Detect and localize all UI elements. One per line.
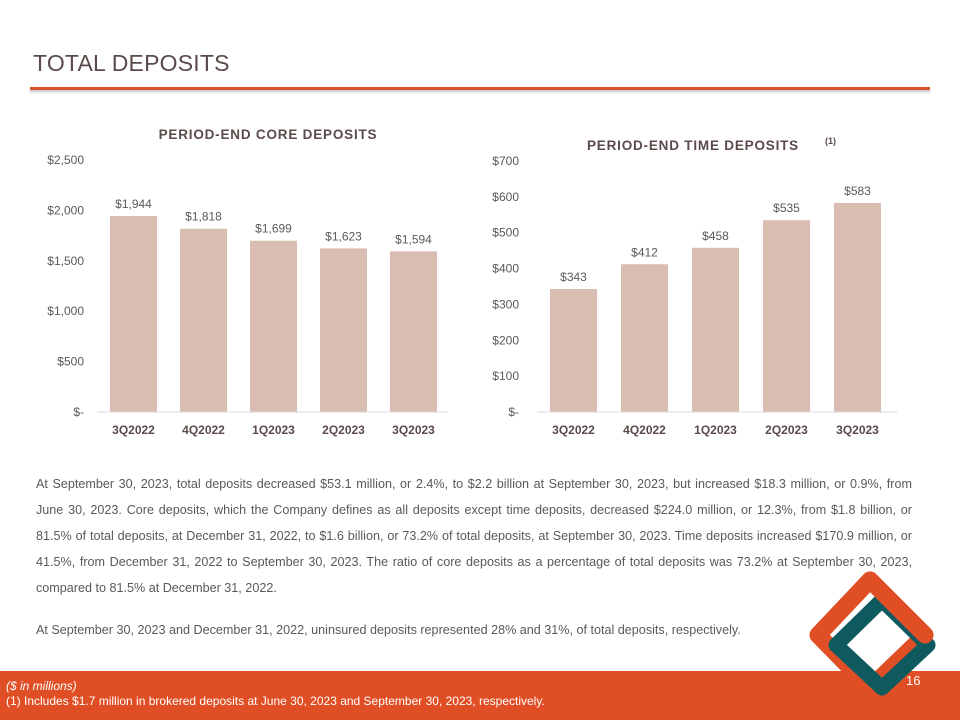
bar [834, 202, 881, 412]
bar [250, 240, 297, 412]
x-tick-label: 3Q2023 [392, 423, 435, 437]
data-label: $412 [631, 245, 658, 259]
x-tick-label: 3Q2022 [112, 423, 155, 437]
y-tick-label: $500 [492, 226, 519, 240]
data-label: $1,623 [325, 229, 362, 243]
deposits-summary-paragraph: At September 30, 2023, total deposits de… [36, 477, 912, 595]
diamond-logo-icon [809, 571, 936, 697]
y-tick-label: $200 [492, 333, 519, 347]
y-tick-label: $- [73, 405, 84, 419]
bar [390, 251, 437, 412]
footnote: (1) Includes $1.7 million in brokered de… [6, 694, 545, 708]
core-deposits-chart: PERIOD-END CORE DEPOSITS $- $500 $1,000 $1,5… [47, 127, 448, 437]
data-label: $535 [773, 201, 800, 215]
data-label: $1,944 [115, 197, 152, 211]
x-tick-label: 1Q2023 [694, 423, 737, 437]
y-tick-label: $400 [492, 262, 519, 276]
x-tick-label: 2Q2023 [765, 423, 808, 437]
chart-title: PERIOD-END TIME DEPOSITS [587, 138, 799, 153]
y-tick-label: $2,500 [47, 153, 84, 167]
chart-title: PERIOD-END CORE DEPOSITS [159, 127, 378, 142]
y-tick-label: $300 [492, 297, 519, 311]
y-tick-label: $1,000 [47, 304, 84, 318]
x-tick-label: 2Q2023 [322, 423, 365, 437]
y-tick-label: $500 [57, 355, 84, 369]
bar [110, 216, 157, 412]
bar [621, 264, 668, 412]
x-tick-label: 4Q2022 [623, 423, 666, 437]
page-title: TOTAL DEPOSITS [33, 50, 230, 76]
data-label: $1,818 [185, 210, 222, 224]
page-number: 16 [906, 673, 921, 688]
bar [692, 247, 739, 412]
y-tick-label: $700 [492, 154, 519, 168]
footer-bar: ($ in millions) (1) Includes $1.7 millio… [0, 671, 960, 720]
y-tick-label: $2,000 [47, 203, 84, 217]
y-tick-label: $100 [492, 369, 519, 383]
x-tick-label: 1Q2023 [252, 423, 295, 437]
data-label: $458 [702, 229, 729, 243]
uninsured-deposits-paragraph: At September 30, 2023 and December 31, 2… [36, 623, 741, 637]
units-note: ($ in millions) [6, 679, 77, 693]
chart-title-superscript: (1) [825, 136, 836, 146]
y-tick-label: $1,500 [47, 254, 84, 268]
title-divider [30, 87, 930, 90]
y-tick-label: $- [508, 405, 519, 419]
data-label: $1,699 [255, 222, 292, 236]
bar [320, 248, 367, 412]
bar [550, 289, 597, 412]
data-label: $1,594 [395, 232, 432, 246]
data-label: $343 [560, 270, 587, 284]
x-tick-label: 3Q2022 [552, 423, 595, 437]
x-tick-label: 4Q2022 [182, 423, 225, 437]
bar [763, 220, 810, 412]
bar [180, 228, 227, 412]
x-tick-label: 3Q2023 [836, 423, 879, 437]
data-label: $583 [844, 184, 871, 198]
y-tick-label: $600 [492, 190, 519, 204]
